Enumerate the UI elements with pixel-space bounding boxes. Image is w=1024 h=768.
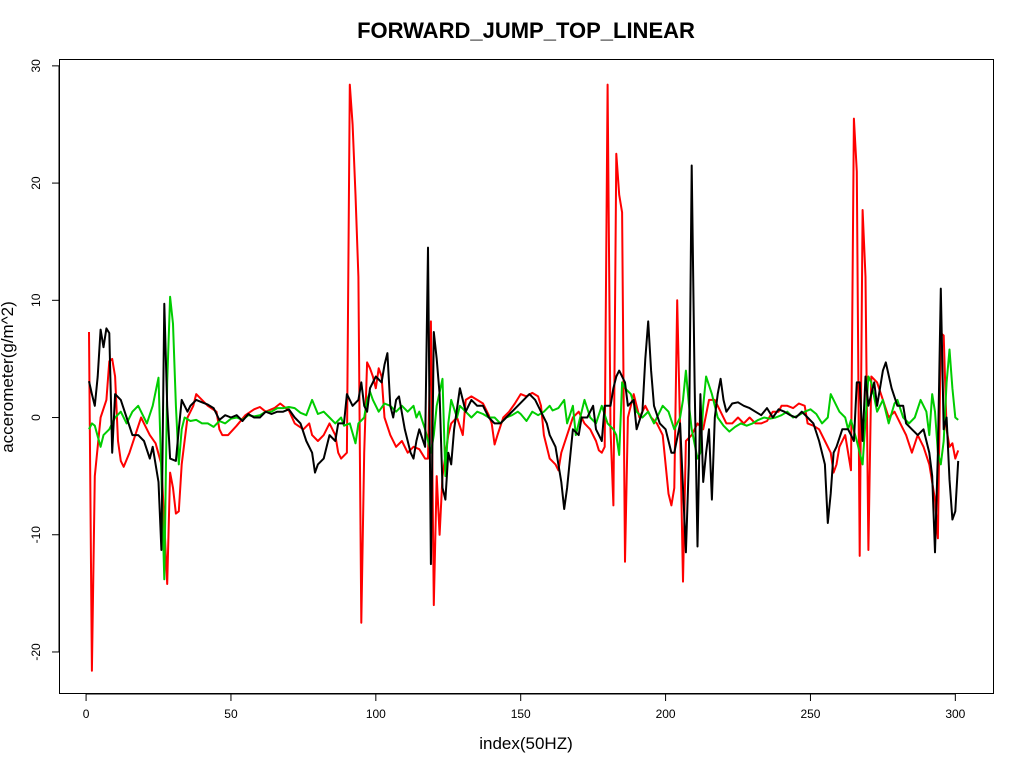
series-layer: [88, 83, 960, 672]
x-tick-label: 100: [366, 707, 386, 721]
x-tick-label: 300: [945, 707, 965, 721]
y-tick-label: 30: [29, 59, 43, 73]
x-tick-label: 0: [83, 707, 90, 721]
series-line-1: [88, 83, 960, 672]
series-line-3: [88, 164, 960, 566]
x-tick-label: 200: [656, 707, 676, 721]
x-axis: 0 50 100 150 200 250 300: [83, 693, 966, 721]
y-tick-label: 0: [29, 414, 43, 421]
x-tick-label: 250: [800, 707, 820, 721]
y-axis-label: accerometer(g/m^2): [0, 301, 17, 453]
x-tick-label: 150: [511, 707, 531, 721]
chart-title: FORWARD_JUMP_TOP_LINEAR: [357, 18, 695, 43]
x-tick-label: 50: [224, 707, 238, 721]
y-tick-label: -10: [29, 526, 43, 544]
y-tick-label: 10: [29, 293, 43, 307]
series-line-2: [88, 295, 959, 581]
y-axis: -20 -10 0 10 20 30: [29, 59, 60, 661]
y-tick-label: 20: [29, 176, 43, 190]
x-axis-label: index(50HZ): [479, 734, 573, 753]
y-tick-label: -20: [29, 643, 43, 661]
